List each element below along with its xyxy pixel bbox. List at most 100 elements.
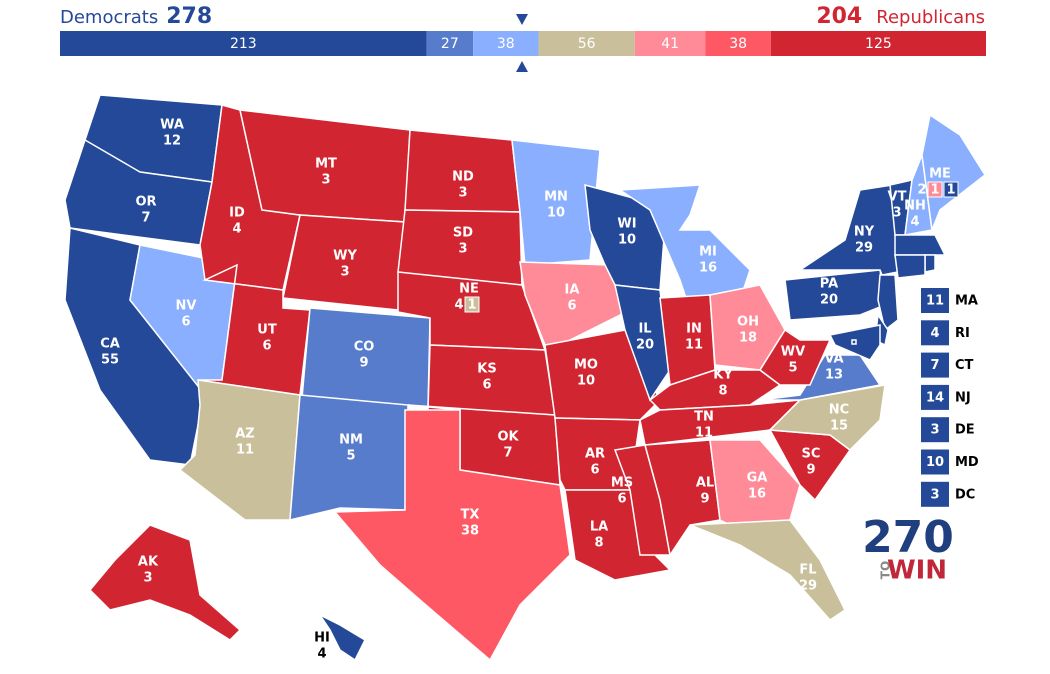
state-abbr: IN [686,322,702,337]
state-ev: 6 [262,339,271,354]
state-shape [924,254,936,273]
state-ev: 20 [820,293,838,308]
state-ev: 16 [748,487,766,502]
callout-ev: 7 [930,358,939,373]
state-shape [544,329,661,421]
state-abbr: AR [585,447,605,462]
state-shape [333,409,571,662]
bar-label: 38 [729,36,747,52]
dem-label: Democrats [60,7,158,28]
state-shape [851,339,857,345]
state-ev: 9 [359,356,368,371]
callout-box [921,288,949,313]
state-ev: 7 [503,446,512,461]
state-abbr: IA [565,283,580,298]
state-shape [317,613,366,662]
state-ev: 15 [830,419,848,434]
state-abbr: OK [497,430,519,445]
callout-ev: 4 [930,326,939,341]
callout-ev: 14 [926,390,944,405]
state-abbr: OH [737,315,759,330]
state-abbr: NM [339,433,363,448]
bar-segment [473,31,539,56]
logo-win: WIN [887,556,947,586]
state-ev: 6 [567,299,576,314]
state-abbr: PA [820,277,838,292]
state-ev: 18 [739,331,757,346]
callout-abbr: DC [955,487,975,502]
state-ev: 29 [799,579,817,594]
bar-segment [426,31,474,56]
callout-box [921,352,949,378]
callout-abbr: MD [955,455,979,470]
state-abbr: TX [461,508,480,523]
state-shape [758,328,832,386]
bar-label: 213 [230,36,257,52]
state-ev: 8 [718,384,727,399]
state-abbr: IL [638,322,651,337]
state-ev: 4 [317,647,326,662]
state-abbr: CA [100,337,120,352]
state-ev: 6 [617,492,626,507]
state-ev: 29 [855,241,873,256]
district-box [943,181,959,198]
state-shape [921,113,986,233]
state-abbr: HI [314,631,330,646]
callout-ev: 10 [926,455,944,470]
state-abbr: AK [138,555,159,570]
state-shape [877,274,899,332]
state-ev: 11 [695,426,713,441]
state-abbr: ND [452,170,474,185]
callout-ev: 11 [926,294,944,309]
state-shape [88,524,242,641]
state-ev: 16 [699,261,717,276]
state-abbr: ID [229,206,245,221]
state-ev: 3 [321,173,330,188]
state-ev: 3 [458,186,467,201]
state-ev: 55 [101,353,119,368]
logo: 270 TO WIN [862,512,954,586]
state-abbr: SC [802,447,821,462]
state-ev: 4 [232,222,241,237]
state-ev: 9 [806,463,815,478]
state-abbr: WY [333,249,357,264]
callout-box [921,320,949,346]
bar-segment [60,31,427,56]
callout-ev: 3 [930,423,939,438]
state-ev: 4 [910,215,919,230]
rep-total: 204 [816,4,862,29]
state-abbr: AZ [235,427,255,442]
state-ev: 8 [594,536,603,551]
state-ev: 2 [917,183,926,198]
state-ev: 13 [825,368,843,383]
state-shape [797,184,899,276]
callout-box [921,481,949,507]
state-shape [614,284,671,402]
state-abbr: CO [354,340,375,355]
state-abbr: NY [854,225,875,240]
state-ev: 6 [482,378,491,393]
state-abbr: VA [824,352,843,367]
state-abbr: MI [699,245,717,260]
state-ev: 11 [236,443,254,458]
callout-abbr: CT [955,358,974,373]
callout-box [921,417,949,443]
state-abbr: NC [829,403,849,418]
state-ev: 5 [346,449,355,464]
map [64,94,986,662]
state-abbr: MN [544,190,568,205]
state-ev: 3 [892,206,901,221]
logo-to: TO [879,561,893,579]
state-abbr: KS [477,362,496,377]
callout-ev: 3 [930,487,939,502]
callout-abbr: DE [955,423,975,438]
midpoint-marker [516,61,528,72]
state-ev: 38 [461,524,479,539]
state-abbr: NH [904,199,926,214]
state-ev: 10 [577,374,595,389]
state-ev: 10 [618,233,636,248]
state-ev: 10 [547,206,565,221]
bar-segment [634,31,706,56]
state-abbr: LA [590,520,608,535]
state-ev: 6 [181,315,190,330]
